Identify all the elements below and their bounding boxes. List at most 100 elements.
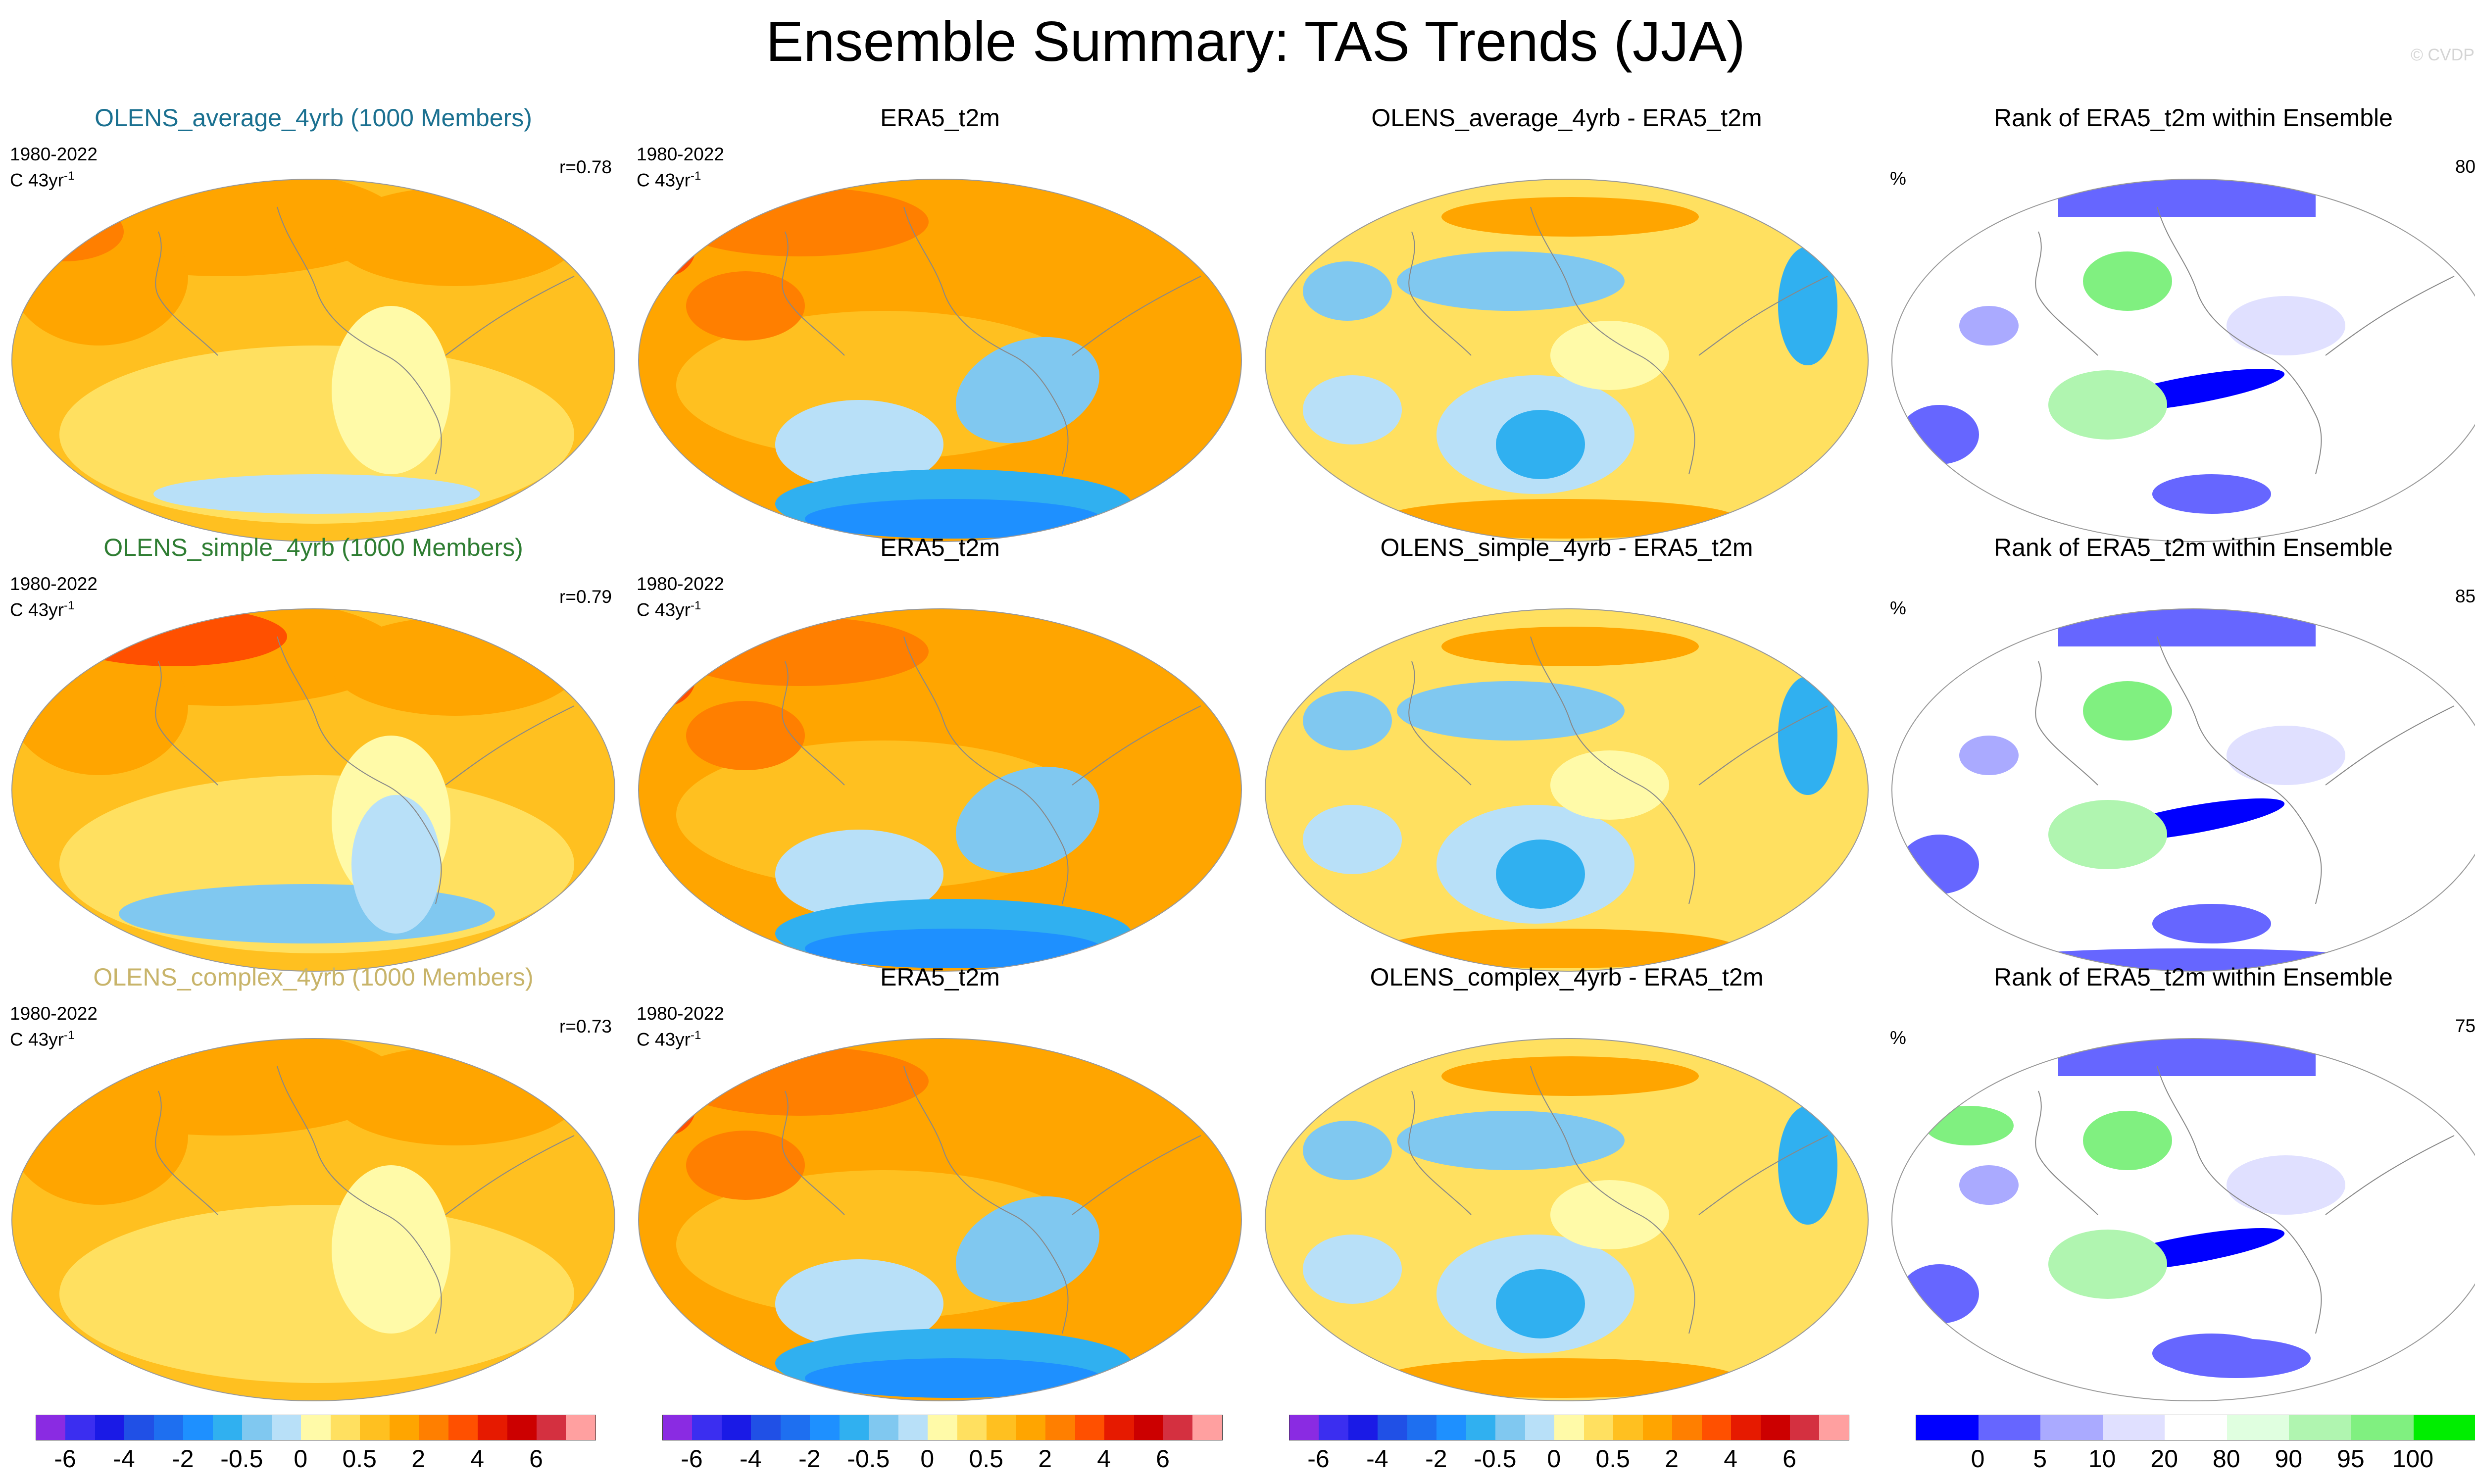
- units-label: C 43yr-1: [10, 599, 75, 620]
- colorbar-swatch: [1163, 1415, 1193, 1440]
- north-pacific-high-rank: [2083, 681, 2172, 741]
- panel-title: OLENS_average_4yrb (1000 Members): [95, 104, 532, 132]
- north-pacific-cool: [1397, 1111, 1625, 1170]
- colorbar-tick-label: 90: [2275, 1445, 2303, 1473]
- figure-title: Ensemble Summary: TAS Trends (JJA): [766, 10, 1745, 73]
- arctic-strong-warming: [671, 1046, 929, 1116]
- units-label: C 43yr-1: [637, 169, 701, 191]
- colorbar-swatch: [1789, 1415, 1820, 1440]
- period-units-label: 1980-2022 C 43yr-1: [637, 144, 724, 191]
- eurasia-warming: [12, 1066, 188, 1205]
- colorbar-swatch: [1554, 1415, 1584, 1440]
- southern-ocean-weak: [153, 1334, 480, 1373]
- colorbar-swatch: [957, 1415, 987, 1440]
- panel-r2-c4: Rank of ERA5_t2m within Ensemble% 85%: [1880, 524, 2475, 972]
- map-field: [1265, 179, 1868, 542]
- panel-title: OLENS_complex_4yrb (1000 Members): [93, 963, 534, 991]
- south-pacific-high-rank: [2048, 1230, 2167, 1299]
- southern-ocean-low-rank: [2152, 474, 2271, 514]
- antarctic-positive: [1382, 1358, 1738, 1398]
- map: [1265, 1038, 1869, 1401]
- map: [638, 179, 1242, 542]
- eurasia-high-rank: [1925, 1106, 2014, 1145]
- colorbar-swatch: [1978, 1415, 2041, 1440]
- map-outline: [1891, 179, 2475, 542]
- colorbar-tick-label: 0.5: [969, 1445, 1003, 1473]
- colorbar-swatch: [1319, 1415, 1348, 1440]
- panel-title: OLENS_complex_4yrb - ERA5_t2m: [1370, 963, 1764, 991]
- eurasia-cool: [1303, 691, 1392, 750]
- antarctic-positive: [1382, 929, 1738, 968]
- north-pacific-high-rank: [2083, 1111, 2172, 1170]
- colorbar-swatch: [212, 1415, 243, 1440]
- panel-title: ERA5_t2m: [880, 534, 1000, 561]
- coastline: [782, 206, 1201, 475]
- tropical-near-zero: [1550, 1180, 1669, 1249]
- indian-ocean-cool: [1303, 1235, 1402, 1304]
- period-label: 1980-2022: [10, 144, 98, 164]
- colorbar-swatch: [419, 1415, 448, 1440]
- colorbar-swatch: [124, 1415, 154, 1440]
- panel-r3-c3: OLENS_complex_4yrb - ERA5_t2m: [1253, 953, 1880, 1401]
- colorbar-swatch: [1134, 1415, 1163, 1440]
- units-label: C 43yr-1: [10, 1029, 75, 1050]
- map: [1891, 608, 2475, 972]
- colorbar-tick-label: -0.5: [847, 1445, 890, 1473]
- asia-warming: [686, 1131, 805, 1200]
- colorbar-swatch: [663, 1415, 693, 1440]
- tropical-pacific-weak: [332, 1165, 450, 1334]
- tropical-near-zero: [1550, 321, 1669, 390]
- indian-ocean-low-rank: [1959, 1165, 2019, 1205]
- map: [11, 608, 615, 972]
- period-units-label: 1980-2022 C 43yr-1: [10, 144, 98, 191]
- north-atlantic-warming: [332, 1046, 579, 1145]
- coastline: [155, 206, 575, 475]
- copyright-watermark: © CVDP: [2411, 46, 2475, 64]
- coastline: [1408, 206, 1828, 475]
- arctic-low-rank: [2058, 179, 2316, 217]
- colorbar-swatch: [1642, 1415, 1673, 1440]
- colorbar-swatch: [1495, 1415, 1525, 1440]
- colorbar-swatch: [183, 1415, 213, 1440]
- colorbar-swatch: [2040, 1415, 2103, 1440]
- colorbar-tick-label: 4: [470, 1445, 484, 1473]
- coastline: [155, 636, 575, 904]
- rank-colorbar: [1916, 1415, 2475, 1440]
- colorbar-tick-label: 0: [1971, 1445, 1985, 1473]
- period-label: 1980-2022: [637, 1003, 724, 1024]
- panel-title: ERA5_t2m: [880, 104, 1000, 132]
- south-pacific-cooler: [1496, 410, 1585, 479]
- panel-title: OLENS_average_4yrb - ERA5_t2m: [1371, 104, 1762, 132]
- period-label: 1980-2022: [10, 1003, 98, 1024]
- colorbar-swatch: [507, 1415, 537, 1440]
- eurasia-cool: [1303, 261, 1392, 321]
- southern-indian-low-rank: [1900, 835, 1979, 894]
- colorbar-swatch: [1289, 1415, 1319, 1440]
- colorbar-swatch: [692, 1415, 722, 1440]
- europe-hot: [639, 217, 696, 276]
- indian-ocean-cool: [775, 400, 943, 489]
- period-label: 1980-2022: [637, 574, 724, 594]
- north-pacific-cool: [1397, 681, 1625, 741]
- colorbar-tick-label: -4: [1366, 1445, 1388, 1473]
- colorbar-tick-label: 6: [1156, 1445, 1170, 1473]
- colorbar-tick-label: -0.5: [1474, 1445, 1517, 1473]
- eurasia-cool: [1303, 1121, 1392, 1180]
- colorbar-tick-label: 0: [920, 1445, 935, 1473]
- panel-r1-c1: OLENS_average_4yrb (1000 Members) 1980-20…: [0, 94, 627, 542]
- north-pacific-cool: [1397, 251, 1625, 311]
- panel-r1-c4: Rank of ERA5_t2m within Ensemble% 80%: [1880, 94, 2475, 542]
- colorbar-tick-label: -6: [1307, 1445, 1330, 1473]
- colorbar-tick-label: 2: [1038, 1445, 1052, 1473]
- panel-title: Rank of ERA5_t2m within Ensemble: [1994, 963, 2393, 991]
- arctic-low-rank: [2058, 609, 2316, 646]
- map: [1265, 179, 1869, 542]
- colorbar-labels: -6 -4 -2 -0.5 0 0.5 2 4 6: [662, 1444, 1222, 1474]
- colorbar-swatch: [2227, 1415, 2289, 1440]
- map-outline: [1265, 179, 1869, 542]
- colorbar-tick-label: 2: [411, 1445, 426, 1473]
- colorbar-swatch: [330, 1415, 360, 1440]
- coastline: [1408, 1066, 1828, 1334]
- units-label: C 43yr-1: [10, 169, 75, 191]
- map-field: [1892, 609, 2475, 971]
